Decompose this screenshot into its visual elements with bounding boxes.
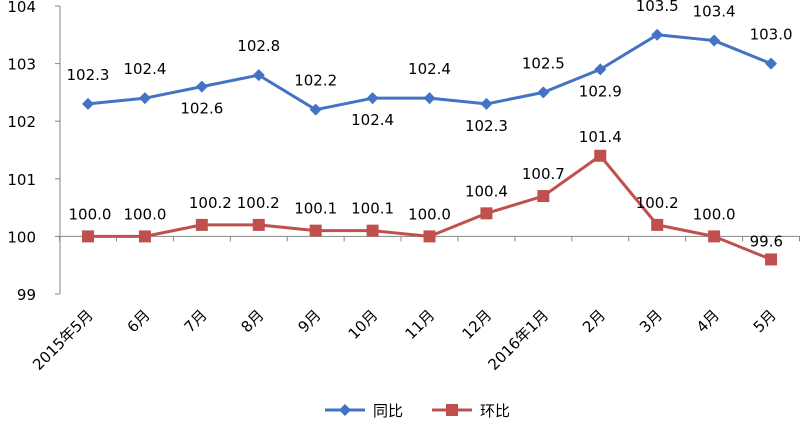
data-label-series-1: 100.1 — [351, 200, 394, 218]
data-point-square — [252, 218, 265, 231]
data-point-square — [708, 230, 721, 243]
data-point-square — [195, 218, 208, 231]
data-point-square — [651, 218, 664, 231]
data-label-series-1: 100.1 — [294, 200, 337, 218]
data-label-series-0: 102.4 — [351, 111, 394, 129]
data-point-square — [309, 224, 322, 237]
data-point-diamond — [537, 86, 550, 99]
x-tick-label: 2月 — [579, 306, 609, 336]
data-point-square — [366, 224, 379, 237]
data-point-diamond — [252, 69, 265, 82]
legend-marker-square — [446, 404, 458, 416]
y-tick-label: 104 — [7, 0, 36, 16]
x-tick-label: 4月 — [693, 306, 723, 336]
data-label-series-0: 102.6 — [180, 100, 223, 118]
data-point-diamond — [195, 80, 208, 93]
data-point-diamond — [309, 103, 322, 116]
data-label-series-1: 100.0 — [69, 205, 112, 223]
x-tick-label: 10月 — [345, 306, 382, 343]
data-label-series-1: 100.0 — [123, 205, 166, 223]
x-tick-label: 2015年5月 — [29, 306, 97, 374]
data-label-series-1: 100.7 — [522, 165, 565, 183]
x-tick-label: 6月 — [124, 306, 154, 336]
chart-legend: 同比 环比 — [325, 402, 510, 420]
x-tick-label: 2016年1月 — [485, 306, 553, 374]
data-point-diamond — [480, 97, 493, 110]
data-point-diamond — [138, 92, 151, 105]
data-label-series-0: 102.5 — [522, 54, 565, 72]
data-label-series-0: 103.4 — [693, 3, 736, 21]
x-tick-label: 11月 — [402, 306, 439, 343]
data-point-square — [765, 253, 778, 266]
x-tick-label: 3月 — [636, 306, 666, 336]
data-point-diamond — [765, 57, 778, 70]
y-tick-label: 101 — [7, 171, 36, 189]
data-label-series-0: 102.2 — [294, 72, 337, 90]
data-label-series-1: 100.2 — [189, 194, 232, 212]
data-label-series-1: 100.0 — [408, 205, 451, 223]
data-label-series-1: 100.2 — [237, 194, 280, 212]
data-point-square — [423, 230, 436, 243]
data-label-series-0: 103.0 — [750, 26, 793, 44]
data-label-series-1: 100.0 — [693, 205, 736, 223]
y-tick-label: 99 — [17, 286, 36, 304]
y-tick-label: 103 — [7, 56, 36, 74]
x-tick-label: 5月 — [750, 306, 780, 336]
data-label-series-1: 101.4 — [579, 128, 622, 146]
y-tick-label: 102 — [7, 113, 36, 131]
data-label-series-1: 100.2 — [636, 194, 679, 212]
x-tick-label: 7月 — [181, 306, 211, 336]
data-point-diamond — [366, 92, 379, 105]
data-point-square — [138, 230, 151, 243]
data-point-square — [537, 190, 550, 203]
data-label-series-0: 102.3 — [67, 66, 110, 84]
data-label-series-0: 102.4 — [408, 60, 451, 78]
data-label-series-1: 100.4 — [465, 182, 508, 200]
legend-label-0: 同比 — [373, 402, 403, 420]
data-point-diamond — [594, 63, 607, 76]
chart-axes — [55, 5, 800, 295]
x-tick-label: 8月 — [238, 306, 268, 336]
data-point-diamond — [708, 34, 721, 47]
legend-marker-diamond — [339, 404, 351, 416]
data-label-series-0: 102.8 — [237, 37, 280, 55]
x-tick-label: 12月 — [458, 306, 495, 343]
y-axis-tick-labels: 99 100 101 102 103 104 — [7, 0, 36, 304]
data-labels: 102.3 102.4 102.6 102.8 102.2 102.4 102.4 102.3… — [67, 0, 793, 250]
data-label-series-0: 102.9 — [579, 82, 622, 100]
data-point-diamond — [82, 97, 94, 110]
data-point-square — [594, 149, 607, 162]
data-point-square — [82, 230, 94, 243]
y-tick-label: 100 — [7, 228, 36, 246]
data-label-series-0: 103.5 — [636, 0, 679, 15]
data-point-diamond — [651, 28, 664, 41]
data-label-series-0: 102.3 — [465, 117, 508, 135]
data-point-square — [480, 207, 493, 220]
legend-label-1: 环比 — [480, 402, 510, 420]
data-label-series-1: 99.6 — [750, 232, 783, 250]
data-label-series-0: 102.4 — [123, 60, 166, 78]
x-tick-label: 9月 — [294, 306, 324, 336]
data-point-diamond — [423, 92, 436, 105]
series-markers — [82, 28, 778, 266]
